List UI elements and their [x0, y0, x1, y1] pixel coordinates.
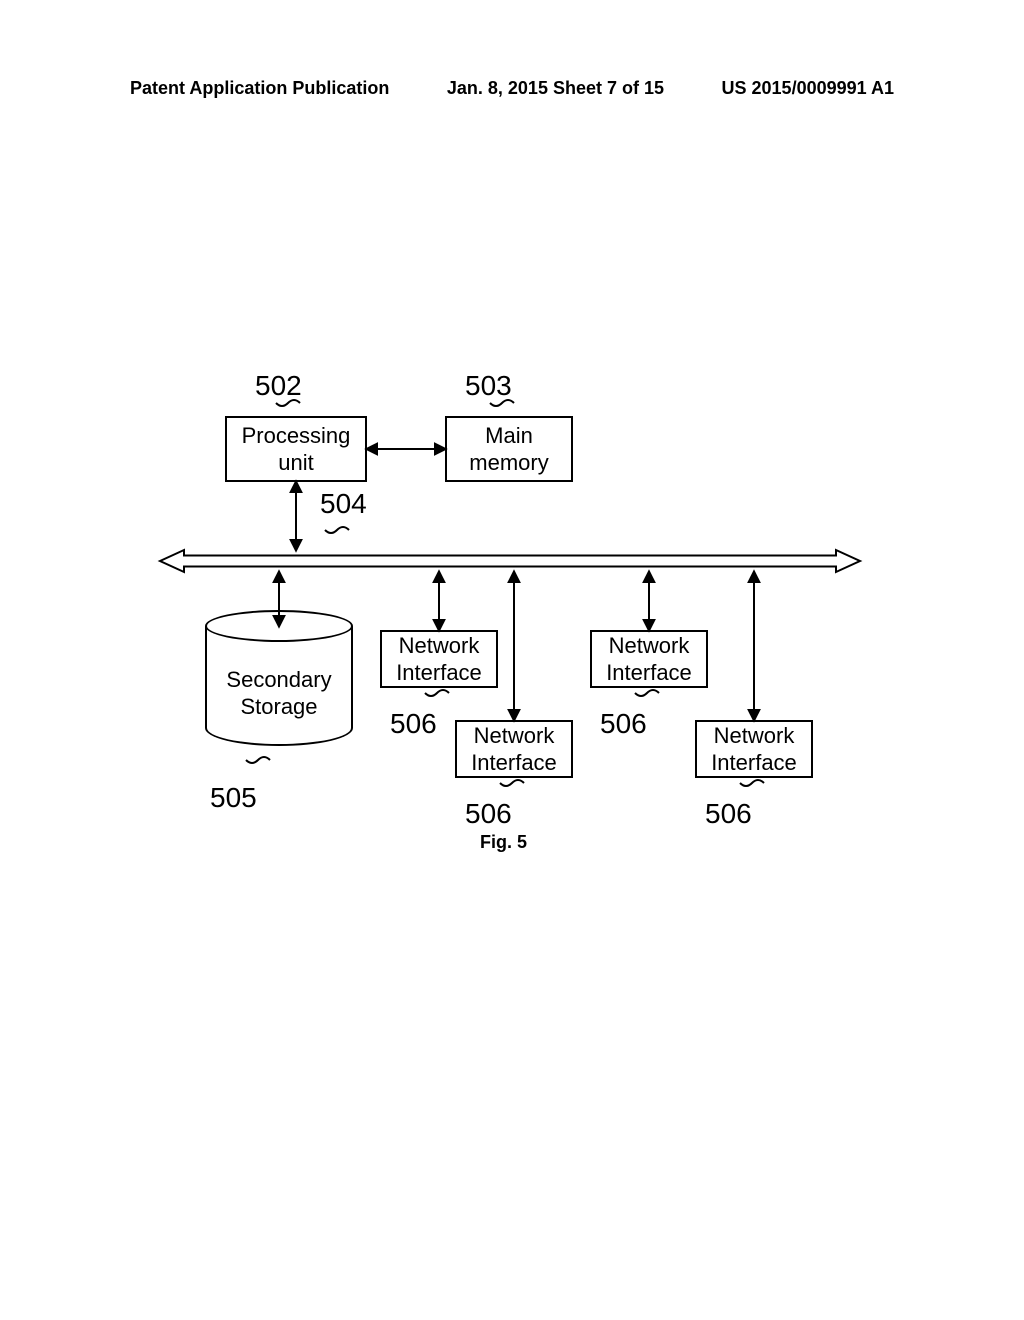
figure-caption: Fig. 5 [480, 832, 527, 853]
system-diagram: 502 503 504 505 506 506 506 506 Processi… [150, 370, 870, 850]
header-left: Patent Application Publication [130, 78, 389, 99]
squiggles-layer [150, 370, 870, 850]
header-right: US 2015/0009991 A1 [722, 78, 894, 99]
page-header: Patent Application Publication Jan. 8, 2… [0, 78, 1024, 99]
header-center: Jan. 8, 2015 Sheet 7 of 15 [447, 78, 664, 99]
